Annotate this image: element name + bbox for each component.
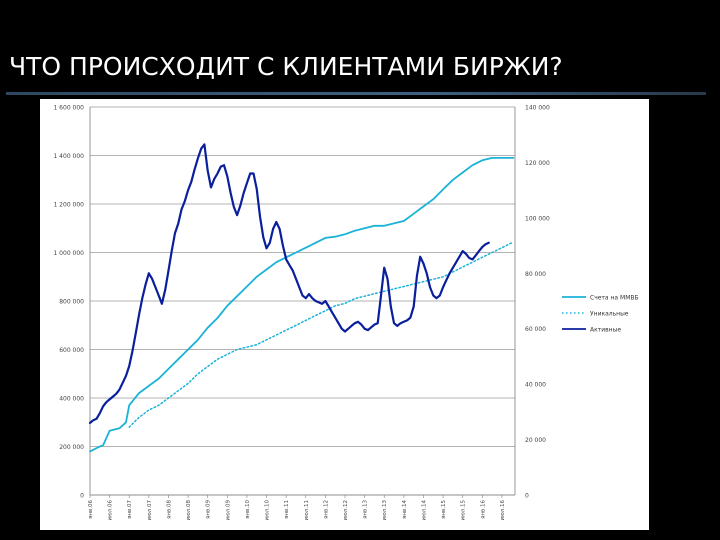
x-tick-label: июл.11 bbox=[304, 500, 310, 520]
series-line-1 bbox=[89, 157, 515, 453]
axes: 0 200 000 400 000 600 000 800 000 1 000 000 1 … bbox=[53, 105, 550, 521]
x-tick-label: янв.09 bbox=[206, 500, 212, 519]
legend-label: Счета на ММВБ bbox=[590, 295, 639, 302]
y-left-tick-label: 800 000 bbox=[59, 299, 84, 306]
series-layer bbox=[88, 143, 515, 453]
y-left-tick-label: 1 400 000 bbox=[53, 153, 84, 160]
x-tick-label: июл.13 bbox=[382, 500, 388, 521]
y-left-tick-label: 600 000 bbox=[59, 347, 84, 354]
legend: Счета на ММВБ Уникальные Активные bbox=[562, 295, 639, 334]
x-tick-label: июл.06 bbox=[108, 500, 114, 521]
chart-panel: 0 200 000 400 000 600 000 800 000 1 000 000 1 … bbox=[40, 99, 649, 530]
y-right-tick-label: 0 bbox=[525, 493, 529, 500]
y-left-tick-label: 0 bbox=[80, 493, 84, 500]
y-left-tick-label: 1 000 000 bbox=[53, 250, 84, 257]
y-right-tick-label: 80 000 bbox=[525, 271, 546, 278]
x-tick-label: янв.10 bbox=[245, 500, 251, 519]
x-tick-label: июл.15 bbox=[461, 500, 467, 521]
slide-title: ЧТО ПРОИСХОДИТ С КЛИЕНТАМИ БИРЖИ? bbox=[9, 52, 563, 81]
title-underline bbox=[6, 92, 706, 95]
x-tick-label: янв.16 bbox=[480, 500, 486, 519]
y-left-tick-label: 200 000 bbox=[59, 444, 84, 451]
x-tick-label: июл.08 bbox=[186, 500, 192, 521]
x-tick-label: июл.14 bbox=[421, 500, 427, 521]
y-right-tick-label: 20 000 bbox=[525, 437, 546, 444]
y-left-tick-label: 1 600 000 bbox=[53, 105, 84, 112]
x-tick-label: янв.06 bbox=[88, 500, 94, 519]
legend-label: Уникальные bbox=[590, 311, 629, 318]
y-left-tick-label: 400 000 bbox=[59, 396, 84, 403]
x-tick-label: янв.11 bbox=[284, 500, 290, 519]
x-tick-label: янв.07 bbox=[127, 500, 133, 519]
gridlines bbox=[90, 106, 515, 496]
y-right-tick-label: 120 000 bbox=[525, 160, 550, 167]
y-right-tick-label: 60 000 bbox=[525, 326, 546, 333]
x-tick-label: июл.09 bbox=[225, 500, 231, 521]
x-tick-label: янв.12 bbox=[323, 500, 329, 519]
y-right-tick-label: 40 000 bbox=[525, 382, 546, 389]
x-tick-label: янв.13 bbox=[363, 500, 369, 519]
x-tick-label: янв.15 bbox=[441, 500, 447, 519]
x-tick-label: янв.14 bbox=[402, 500, 408, 519]
x-tick-label: июл.10 bbox=[265, 500, 271, 521]
x-tick-label: июл.12 bbox=[343, 500, 349, 520]
x-tick-label: июл.07 bbox=[147, 500, 153, 521]
series-line-2 bbox=[128, 242, 513, 428]
x-tick-label: янв.08 bbox=[166, 500, 172, 519]
y-left-tick-label: 1 200 000 bbox=[53, 202, 84, 209]
series-line-3 bbox=[88, 143, 490, 424]
line-chart: 0 200 000 400 000 600 000 800 000 1 000 000 1 … bbox=[53, 105, 639, 521]
y-right-tick-label: 100 000 bbox=[525, 215, 550, 222]
legend-label: Активные bbox=[590, 327, 621, 334]
y-right-tick-label: 140 000 bbox=[525, 105, 550, 112]
x-tick-label: июл.16 bbox=[500, 500, 506, 521]
